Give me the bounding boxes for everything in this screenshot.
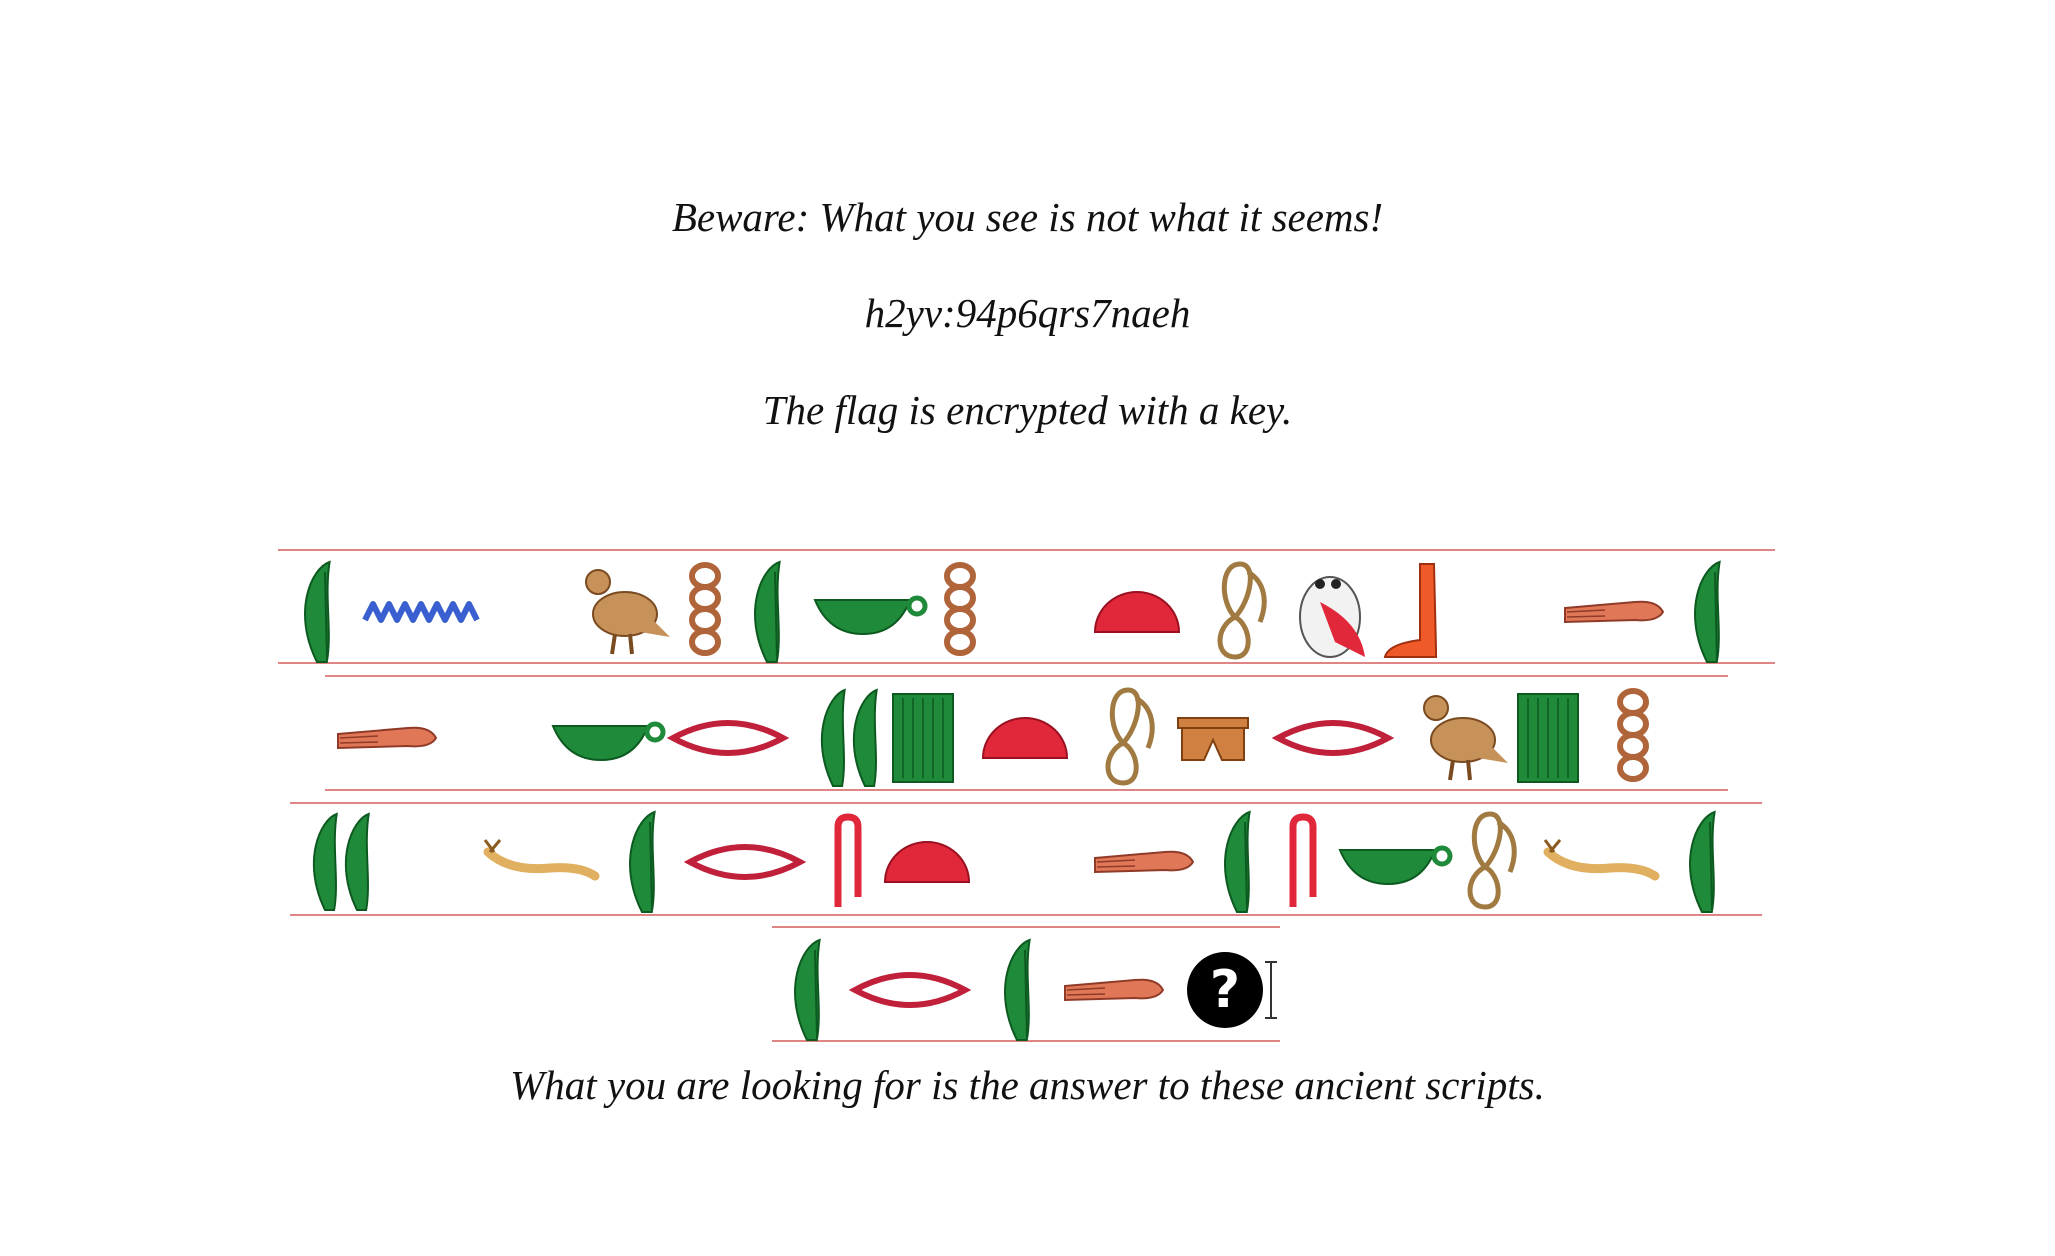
folded-cloth-glyph <box>834 813 862 907</box>
warning-text: Beware: What you see is not what it seem… <box>671 194 1384 240</box>
rope-loop-glyph <box>1217 561 1267 660</box>
forearm-glyph <box>337 726 438 750</box>
twisted-flax-glyph <box>689 562 721 656</box>
rope-loop-glyph <box>1467 811 1517 910</box>
guide-lines <box>278 549 1775 1042</box>
basket-glyph <box>813 595 928 636</box>
horned-viper-glyph <box>483 839 600 881</box>
mouth-glyph <box>666 720 790 756</box>
forearm-glyph <box>1564 600 1665 624</box>
forearm-glyph <box>1094 850 1195 874</box>
footer-text: What you are looking for is the answer t… <box>510 1062 1545 1108</box>
leg-glyph <box>1383 563 1437 658</box>
rope-loop-glyph <box>1105 687 1155 786</box>
reed-glyph <box>629 810 656 913</box>
mouth-glyph <box>1271 720 1395 756</box>
reed-glyph <box>1224 810 1251 913</box>
horned-viper-glyph <box>1543 839 1660 881</box>
double-reed-glyph <box>820 688 878 787</box>
stool-glyph <box>1177 717 1249 761</box>
reed-glyph <box>794 938 821 1041</box>
forearm-glyph <box>1064 978 1165 1002</box>
bread-glyph <box>1093 591 1181 633</box>
basket-glyph <box>551 721 666 762</box>
hint-text: The flag is encrypted with a key. <box>762 387 1293 433</box>
glyph-layer: ? <box>304 560 1721 1041</box>
twisted-flax-glyph <box>1617 688 1649 782</box>
cipher-text: h2yv:94p6qrs7naeh <box>864 290 1191 336</box>
vulture-glyph <box>1423 695 1508 781</box>
question-mark-icon: ? <box>1187 952 1277 1028</box>
reed-glyph <box>1694 560 1721 663</box>
twisted-flax-glyph <box>944 562 976 656</box>
reed-glyph <box>1004 938 1031 1041</box>
double-reed-glyph <box>312 812 370 911</box>
bread-glyph <box>883 841 971 883</box>
svg-text:?: ? <box>1210 960 1240 1020</box>
mouth-glyph <box>683 844 807 880</box>
reed-glyph <box>754 560 781 663</box>
mouth-glyph <box>848 972 972 1008</box>
water-glyph <box>362 601 480 623</box>
pool-glyph <box>892 693 954 783</box>
bread-glyph <box>981 717 1069 759</box>
reed-glyph <box>1689 810 1716 913</box>
folded-cloth-glyph <box>1289 813 1317 907</box>
reed-glyph <box>304 560 331 663</box>
basket-glyph <box>1338 845 1453 886</box>
owl-glyph <box>1299 576 1365 658</box>
pool-glyph <box>1517 693 1579 783</box>
vulture-glyph <box>585 569 670 655</box>
